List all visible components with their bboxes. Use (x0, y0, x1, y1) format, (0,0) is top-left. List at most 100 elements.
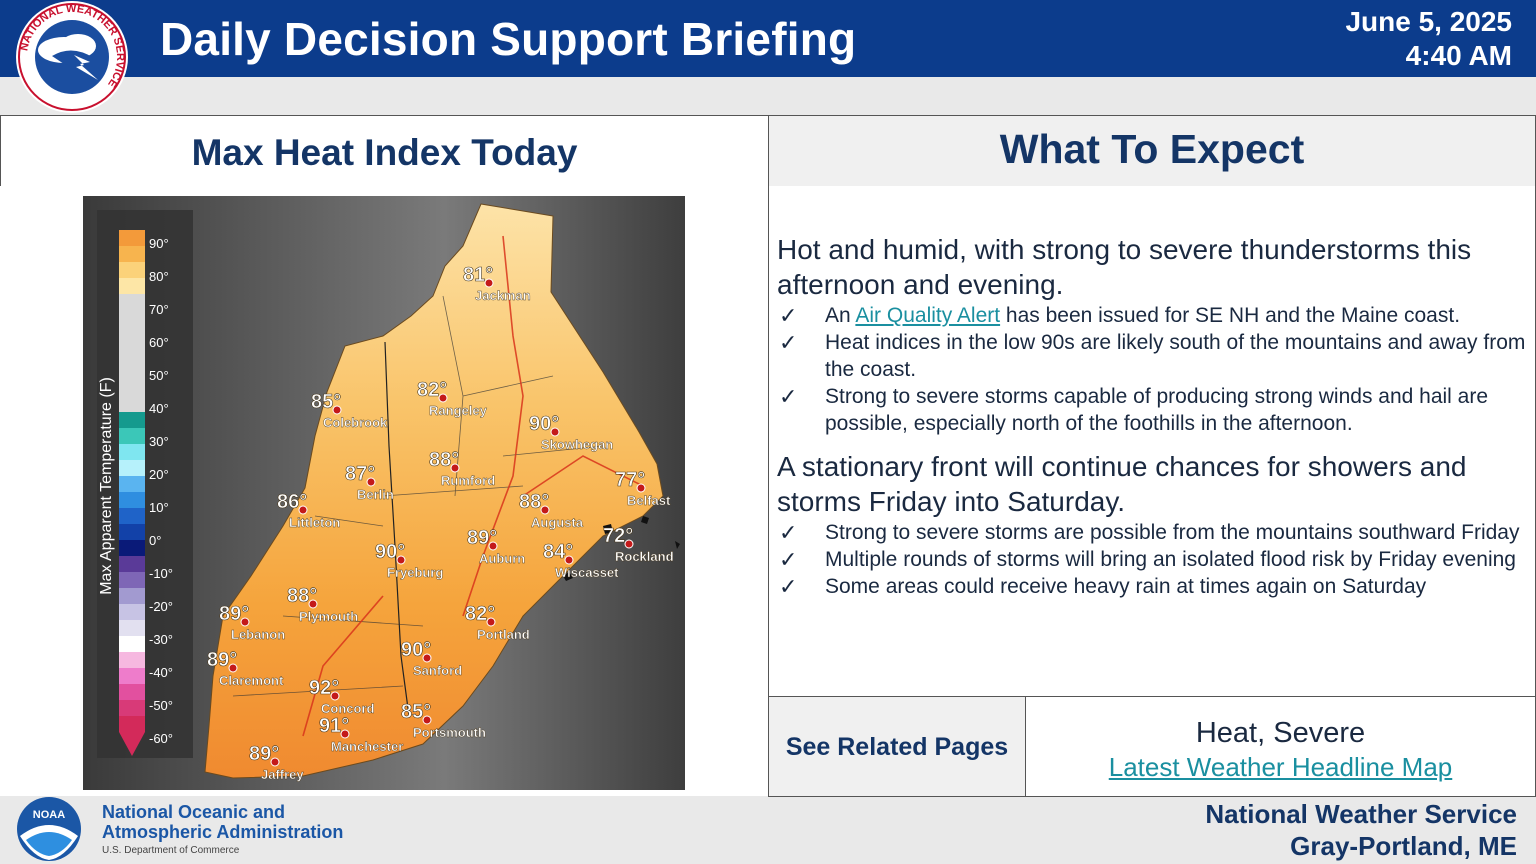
related-pages-label-cell: See Related Pages (768, 696, 1026, 797)
legend-tick-label: 30° (149, 434, 169, 449)
related-pages-label: See Related Pages (785, 733, 1009, 761)
city-dot (228, 663, 238, 673)
city-dot (340, 729, 350, 739)
city-name: Claremont (219, 673, 284, 688)
city-marker: 82° Portland (465, 603, 530, 643)
bullet-text: Strong to severe storms capable of produ… (825, 385, 1489, 435)
city-dot (308, 599, 318, 609)
bullet-friday-storms: ✓ Strong to severe storms are possible f… (777, 519, 1527, 546)
forecast-text: Hot and humid, with strong to severe thu… (777, 232, 1527, 600)
bullet-text: has been issued for SE NH and the Maine … (1000, 304, 1461, 327)
city-marker: 72° Rockland (603, 525, 674, 565)
briefing-time: 4:40 AM (1405, 40, 1512, 71)
city-dot (564, 555, 574, 565)
legend-tick-label: 0° (149, 533, 161, 548)
city-dot (484, 278, 494, 288)
legend-tick-label: -30° (149, 632, 173, 647)
city-marker: 89° Jaffrey (249, 743, 305, 783)
city-heat-value: 86° (277, 491, 307, 513)
city-heat-value: 82° (417, 379, 447, 401)
related-topics[interactable]: Heat, Severe (1195, 717, 1366, 749)
city-heat-value: 72° (603, 525, 633, 547)
city-heat-value: 85° (401, 701, 431, 723)
expect-panel-header: What To Expect (768, 115, 1536, 187)
bullet-text: An (825, 304, 856, 327)
city-dot (624, 539, 634, 549)
legend-tick-label: -40° (149, 665, 173, 680)
city-name: Plymouth (299, 609, 358, 624)
air-quality-alert-link[interactable]: Air Quality Alert (855, 304, 1001, 327)
bullet-saturday-rain: ✓ Some areas could receive heavy rain at… (777, 573, 1527, 600)
city-dot (550, 427, 560, 437)
city-heat-value: 90° (401, 639, 431, 661)
legend-tick-label: 90° (149, 236, 169, 251)
city-name: Littleton (289, 515, 340, 530)
city-heat-value: 89° (207, 649, 237, 671)
city-heat-value: 91° (319, 715, 349, 737)
city-marker: 91° Manchester (319, 715, 404, 755)
city-dot (330, 691, 340, 701)
city-marker: 89° Auburn (467, 527, 526, 567)
legend-tick-label: 40° (149, 401, 169, 416)
city-name: Sanford (413, 663, 462, 678)
city-heat-value: 90° (529, 413, 559, 435)
forecast-summary-2: A stationary front will continue chances… (777, 451, 1467, 517)
city-marker: 88° Rumford (429, 449, 496, 489)
city-name: Colebrook (323, 415, 388, 430)
city-marker: 89° Claremont (207, 649, 284, 689)
city-marker: 81° Jackman (463, 264, 531, 304)
check-icon: ✓ (779, 303, 798, 328)
city-name: Rumford (441, 473, 495, 488)
city-marker: 90° Fryeburg (375, 541, 444, 581)
city-heat-value: 88° (287, 585, 317, 607)
city-marker: 90° Sanford (401, 639, 463, 679)
noaa-logo-icon: NOAA (17, 797, 81, 861)
city-name: Berlin (357, 487, 394, 502)
check-icon: ✓ (779, 330, 798, 355)
city-name: Wiscasset (555, 565, 619, 580)
bullet-text: Multiple rounds of storms will bring an … (825, 548, 1516, 571)
city-heat-value: 87° (345, 463, 375, 485)
check-icon: ✓ (779, 520, 798, 545)
city-dot (396, 555, 406, 565)
city-dot (450, 463, 460, 473)
page-title: Daily Decision Support Briefing (160, 13, 857, 65)
city-dot (540, 505, 550, 515)
city-marker: 89° Lebanon (219, 603, 286, 643)
city-name: Concord (321, 701, 375, 716)
noaa-name-line1: National Oceanic and (102, 802, 286, 822)
header-bar (0, 0, 1536, 77)
bullet-flood-risk: ✓ Multiple rounds of storms will bring a… (777, 546, 1527, 573)
legend-tick-label: 80° (149, 269, 169, 284)
legend-color-bar (119, 230, 145, 756)
city-name: Lebanon (231, 627, 285, 642)
city-marker: 87° Berlin (345, 463, 394, 503)
city-heat-value: 90° (375, 541, 405, 563)
city-name: Fryeburg (387, 565, 443, 580)
city-name: Augusta (531, 515, 584, 530)
city-heat-value: 77° (615, 469, 645, 491)
city-dot (240, 617, 250, 627)
map-panel-header: Max Heat Index Today (0, 115, 769, 187)
city-dot (636, 483, 646, 493)
legend-tick-label: -50° (149, 698, 173, 713)
city-name: Auburn (479, 551, 525, 566)
office-name: National Weather Service Gray-Portland, … (1205, 798, 1517, 862)
briefing-date: June 5, 2025 (1345, 6, 1512, 37)
date-time: June 5, 2025 4:40 AM (1345, 5, 1512, 73)
legend-label: Max Apparent Temperature (F) (98, 377, 115, 595)
legend-tick-label: -60° (149, 731, 173, 746)
city-heat-value: 92° (309, 677, 339, 699)
forecast-summary-1: Hot and humid, with strong to severe thu… (777, 234, 1472, 300)
city-marker: 85° Portsmouth (401, 701, 487, 741)
headline-map-link[interactable]: Latest Weather Headline Map (1108, 752, 1453, 782)
bullet-severe-storms: ✓ Strong to severe storms capable of pro… (777, 383, 1527, 437)
city-name: Rangeley (429, 403, 488, 418)
city-name: Skowhegan (541, 437, 613, 452)
bullet-text: Heat indices in the low 90s are likely s… (825, 331, 1526, 381)
city-dot (332, 405, 342, 415)
check-icon: ✓ (779, 547, 798, 572)
city-heat-value: 85° (311, 391, 341, 413)
city-dot (422, 653, 432, 663)
city-name: Manchester (331, 739, 403, 754)
